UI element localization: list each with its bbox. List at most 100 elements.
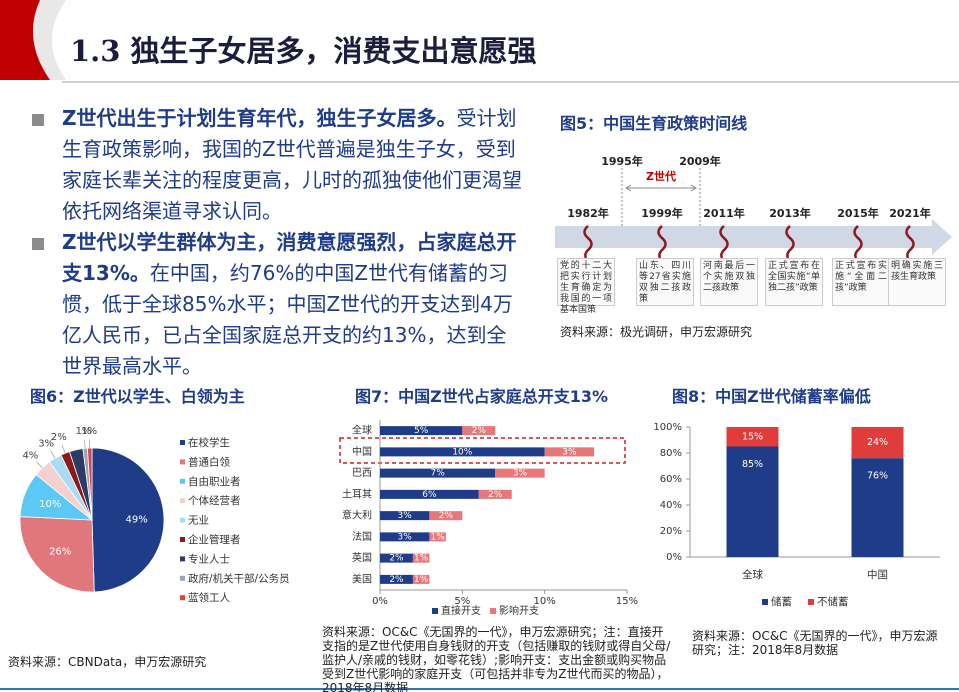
y-tick-label: 80% [660,448,682,459]
data-label: 1% [81,426,97,437]
data-label: 3% [562,447,577,457]
event-year: 2015年 [837,206,879,220]
pie-slice [19,516,95,593]
data-label: 85% [742,459,763,470]
source: 资料来源：CBNData，申万宏源研究 [8,655,207,669]
bar [412,553,430,563]
bar [380,489,479,499]
bullet-text: 在中国，约76%的中国Z世代有储蓄的习惯，低于全球85%水平；中国Z世代的开支达… [62,261,513,378]
bar [726,446,779,557]
bar [380,532,430,542]
data-label: 1% [430,532,445,542]
legend-label: 在校学生 [188,436,230,449]
event-curl [853,225,863,259]
source: 资料来源：OC&C《无国界的一代》，申万宏源研究；注：2018年8月数据 [692,629,938,657]
data-label: 24% [867,437,888,448]
legend-swatch [180,440,185,445]
y-tick-label: 土耳其 [342,487,372,500]
leader-line [61,445,66,454]
bracket-label: Z世代 [646,169,676,183]
y-tick-label: 100% [653,422,682,433]
data-label: 10% [39,499,61,510]
legend-swatch [180,498,185,504]
y-tick-label: 20% [660,526,682,537]
x-tick-label: 0% [372,596,388,607]
y-tick-label: 英国 [352,551,372,564]
pie-slice [87,447,93,521]
legend-label: 不储蓄 [817,595,849,608]
y-tick-label: 美国 [352,572,372,585]
data-label: 4% [22,450,38,461]
bullet-marker [32,114,44,126]
bar [380,511,430,521]
event-curl [583,225,593,259]
event-year: 1999年 [641,206,683,220]
y-tick-label: 中国 [352,445,372,458]
x-tick-label: 5% [454,596,470,607]
leader-line [83,439,86,449]
timeline-arrow [555,219,952,255]
bullet-bold: Z世代出生于计划生育年代，独生子女居多。 [62,106,457,130]
legend-label: 专业人士 [188,552,230,565]
legend-swatch [180,595,185,601]
slide-title: 1.3 独生子女居多，消费支出意愿强 [70,34,537,68]
event-curl [657,225,667,259]
legend-swatch [180,459,185,465]
data-label: 2% [488,490,503,500]
data-label: 5% [414,426,429,436]
bullet-marker [32,238,44,250]
x-tick-label: 10% [534,596,556,607]
bullet: Z世代出生于计划生育年代，独生子女居多。受计划生育政策影响，我国的Z世代普遍是独… [62,103,524,227]
legend-swatch [180,517,185,523]
bar [726,427,779,447]
data-label: 26% [49,546,71,557]
y-tick-label: 全球 [352,424,372,437]
event-year: 1982年 [567,206,609,220]
data-label: 3% [513,469,528,479]
bar [412,574,430,584]
bullet-bold: Z世代以学生群体为主，消费意愿强烈，占家庭总开支13%。 [62,230,517,285]
data-label: 2% [472,426,487,436]
event-year: 2011年 [703,206,745,220]
highlight-box [339,437,626,464]
legend-label: 无业 [188,515,209,527]
data-label: 49% [126,514,148,525]
y-tick-label: 60% [660,474,682,485]
legend-label: 影响开支 [499,604,539,617]
event-year: 2013年 [769,206,811,220]
event-curl [905,225,915,259]
legend-swatch [180,575,185,581]
data-label: 2% [389,575,404,585]
bracket-arrowhead [690,184,697,192]
figure-title: 图7：中国Z世代占家庭总开支13% [355,387,609,406]
bullet-text: 受计划生育政策影响，我国的Z世代普遍是独生子女，受到家庭长辈关注的程度更高，儿时… [62,106,522,223]
y-tick-label: 法国 [352,530,372,543]
bar [429,511,463,521]
x-tick-label: 中国 [867,568,888,581]
figure-title: 图6：Z世代以学生、白领为主 [30,387,245,406]
bar [851,427,904,459]
legend-label: 企业管理者 [188,533,241,546]
legend-label: 个体经营者 [188,494,241,507]
corner-stripe [32,0,66,80]
figure-title: 图8：中国Z世代储蓄率偏低 [672,387,871,406]
bullet: Z世代以学生群体为主，消费意愿强烈，占家庭总开支13%。在中国，约76%的中国Z… [62,227,524,382]
bar [462,426,496,436]
bracket-end: 2009年 [679,154,721,168]
y-tick-label: 意大利 [342,509,372,522]
data-label: 7% [430,469,445,479]
bar [380,574,413,584]
data-label: 10% [452,447,472,457]
data-label: 2% [439,511,454,521]
legend-swatch [490,608,496,614]
leader-line [36,461,43,469]
bracket-arrowhead [625,184,632,192]
y-tick-label: 巴西 [352,467,372,479]
legend-label: 储蓄 [771,595,792,608]
legend-label: 政府/机关干部/公务员 [188,572,290,585]
event-text: 山东、四川等27省实施双独二孩政策 [636,258,694,306]
event-text: 正式宣布在全国实施“单独二孩”政策 [765,258,823,306]
data-label: 6% [422,490,437,500]
